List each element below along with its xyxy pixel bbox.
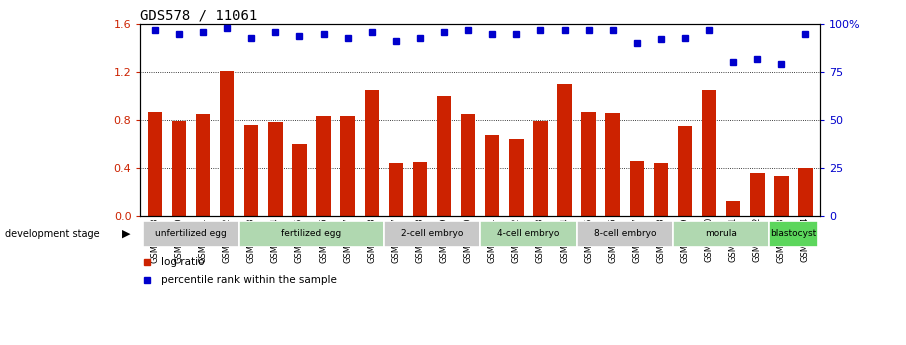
Bar [678, 126, 692, 216]
Bar [461, 114, 476, 216]
Bar [702, 90, 717, 216]
Text: percentile rank within the sample: percentile rank within the sample [161, 275, 337, 285]
Text: ▶: ▶ [122, 229, 130, 239]
Bar [798, 168, 813, 216]
Bar [220, 71, 235, 216]
Text: 2-cell embryo: 2-cell embryo [400, 229, 463, 238]
Bar [653, 163, 668, 216]
Text: log ratio: log ratio [161, 257, 205, 267]
Bar [196, 114, 210, 216]
Bar [480, 221, 576, 247]
Text: 8-cell embryo: 8-cell embryo [593, 229, 656, 238]
Text: development stage: development stage [5, 229, 99, 239]
Text: unfertilized egg: unfertilized egg [155, 229, 226, 238]
Bar [384, 221, 480, 247]
Text: 4-cell embryo: 4-cell embryo [497, 229, 560, 238]
Bar [509, 139, 524, 216]
Text: fertilized egg: fertilized egg [282, 229, 342, 238]
Bar [143, 221, 239, 247]
Bar [172, 121, 187, 216]
Bar [557, 84, 572, 216]
Bar [364, 90, 379, 216]
Bar [605, 113, 620, 216]
Bar [239, 221, 384, 247]
Bar [673, 221, 769, 247]
Bar [485, 136, 499, 216]
Bar [148, 111, 162, 216]
Bar [413, 162, 427, 216]
Bar [293, 144, 307, 216]
Bar [534, 121, 547, 216]
Bar [630, 160, 644, 216]
Bar [389, 163, 403, 216]
Bar [268, 122, 283, 216]
Text: GDS578 / 11061: GDS578 / 11061 [140, 9, 257, 23]
Text: blastocyst: blastocyst [770, 229, 816, 238]
Text: morula: morula [705, 229, 737, 238]
Bar [726, 201, 740, 216]
Bar [582, 111, 596, 216]
Bar [316, 116, 331, 216]
Bar [774, 176, 788, 216]
Bar [750, 172, 765, 216]
Bar [437, 96, 451, 216]
Bar [341, 116, 355, 216]
Bar [769, 221, 817, 247]
Bar [576, 221, 673, 247]
Bar [244, 125, 258, 216]
